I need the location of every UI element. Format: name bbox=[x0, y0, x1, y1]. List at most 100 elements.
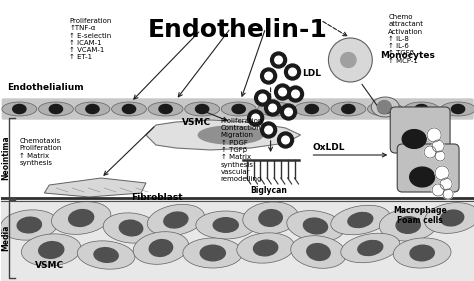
Text: Endothelialium: Endothelialium bbox=[8, 83, 84, 92]
Circle shape bbox=[279, 88, 286, 96]
Circle shape bbox=[440, 178, 452, 190]
Ellipse shape bbox=[195, 105, 209, 114]
Circle shape bbox=[292, 90, 300, 98]
Circle shape bbox=[274, 84, 291, 100]
Ellipse shape bbox=[0, 210, 58, 240]
Ellipse shape bbox=[13, 105, 26, 114]
Text: Chemotaxis
Proliferation
↑ Matrix
synthesis: Chemotaxis Proliferation ↑ Matrix synthe… bbox=[19, 138, 62, 166]
Ellipse shape bbox=[259, 210, 283, 226]
Polygon shape bbox=[44, 178, 146, 197]
Text: Monocytes: Monocytes bbox=[380, 51, 435, 60]
Polygon shape bbox=[146, 120, 301, 150]
Ellipse shape bbox=[424, 203, 474, 233]
Circle shape bbox=[269, 104, 276, 112]
Circle shape bbox=[284, 64, 301, 80]
Ellipse shape bbox=[149, 240, 173, 256]
Ellipse shape bbox=[49, 105, 63, 114]
Text: OxLDL: OxLDL bbox=[312, 144, 345, 153]
FancyBboxPatch shape bbox=[390, 107, 450, 153]
Ellipse shape bbox=[232, 105, 246, 114]
FancyBboxPatch shape bbox=[397, 144, 459, 192]
Ellipse shape bbox=[119, 220, 143, 236]
Ellipse shape bbox=[69, 210, 94, 226]
Ellipse shape bbox=[287, 210, 344, 241]
Text: Chemo
attractant
Activation
↑ IL-8
↑ IL-6
↑ TGFβ
↑ MCP-1: Chemo attractant Activation ↑ IL-8 ↑ IL-… bbox=[388, 14, 423, 64]
Ellipse shape bbox=[377, 101, 391, 114]
Circle shape bbox=[252, 114, 259, 122]
Ellipse shape bbox=[254, 240, 278, 256]
Text: Proliferation
↑TNF-α
↑ E-selectin
↑ ICAM-1
↑ VCAM-1
↑ ET-1: Proliferation ↑TNF-α ↑ E-selectin ↑ ICAM… bbox=[69, 18, 111, 60]
Ellipse shape bbox=[331, 102, 366, 116]
Ellipse shape bbox=[200, 245, 225, 261]
Ellipse shape bbox=[331, 205, 390, 235]
Ellipse shape bbox=[404, 102, 439, 116]
Circle shape bbox=[264, 100, 281, 116]
Circle shape bbox=[432, 140, 444, 152]
Ellipse shape bbox=[77, 241, 135, 269]
Circle shape bbox=[285, 108, 292, 116]
Bar bbox=[1, 198, 474, 281]
Ellipse shape bbox=[294, 102, 329, 116]
Circle shape bbox=[261, 68, 277, 84]
Ellipse shape bbox=[243, 202, 299, 234]
Circle shape bbox=[248, 110, 264, 126]
Ellipse shape bbox=[440, 210, 464, 226]
Ellipse shape bbox=[341, 53, 356, 67]
Ellipse shape bbox=[305, 105, 319, 114]
Ellipse shape bbox=[122, 105, 136, 114]
Ellipse shape bbox=[183, 238, 243, 268]
Circle shape bbox=[289, 68, 296, 76]
Text: Macrophage
Foam cells: Macrophage Foam cells bbox=[393, 206, 447, 225]
Ellipse shape bbox=[21, 234, 81, 266]
Ellipse shape bbox=[185, 102, 219, 116]
Ellipse shape bbox=[237, 233, 294, 263]
Ellipse shape bbox=[371, 97, 399, 117]
Circle shape bbox=[271, 52, 287, 68]
Circle shape bbox=[275, 56, 283, 64]
Ellipse shape bbox=[94, 248, 118, 262]
Ellipse shape bbox=[103, 213, 159, 243]
Ellipse shape bbox=[133, 232, 189, 264]
Ellipse shape bbox=[341, 233, 400, 263]
Circle shape bbox=[259, 94, 266, 102]
Ellipse shape bbox=[410, 245, 434, 261]
Ellipse shape bbox=[213, 218, 238, 232]
Ellipse shape bbox=[148, 102, 183, 116]
Circle shape bbox=[424, 146, 436, 158]
Ellipse shape bbox=[367, 102, 402, 116]
Text: VSMC: VSMC bbox=[35, 261, 64, 270]
Circle shape bbox=[261, 122, 277, 138]
Ellipse shape bbox=[441, 102, 474, 116]
Circle shape bbox=[432, 184, 444, 196]
Ellipse shape bbox=[307, 244, 330, 260]
Circle shape bbox=[435, 151, 445, 161]
Ellipse shape bbox=[147, 204, 204, 235]
Ellipse shape bbox=[164, 212, 188, 228]
Text: Media: Media bbox=[1, 225, 10, 251]
Ellipse shape bbox=[269, 105, 282, 114]
Circle shape bbox=[443, 189, 453, 199]
Circle shape bbox=[282, 136, 290, 144]
Ellipse shape bbox=[410, 167, 435, 187]
Text: Endothelin-1: Endothelin-1 bbox=[148, 18, 328, 42]
Ellipse shape bbox=[451, 105, 465, 114]
Text: Neointima: Neointima bbox=[1, 136, 10, 180]
Ellipse shape bbox=[38, 102, 73, 116]
Ellipse shape bbox=[396, 217, 420, 233]
Ellipse shape bbox=[198, 126, 263, 144]
Ellipse shape bbox=[342, 105, 355, 114]
Ellipse shape bbox=[111, 102, 146, 116]
Text: VSMC: VSMC bbox=[182, 118, 211, 127]
Ellipse shape bbox=[393, 238, 451, 268]
Circle shape bbox=[288, 86, 303, 102]
Ellipse shape bbox=[159, 105, 172, 114]
Ellipse shape bbox=[378, 105, 392, 114]
Circle shape bbox=[328, 38, 372, 82]
Circle shape bbox=[435, 166, 449, 180]
Ellipse shape bbox=[348, 212, 373, 228]
Ellipse shape bbox=[86, 105, 99, 114]
Ellipse shape bbox=[196, 211, 255, 239]
Ellipse shape bbox=[258, 102, 293, 116]
Ellipse shape bbox=[221, 102, 256, 116]
Ellipse shape bbox=[358, 241, 383, 255]
